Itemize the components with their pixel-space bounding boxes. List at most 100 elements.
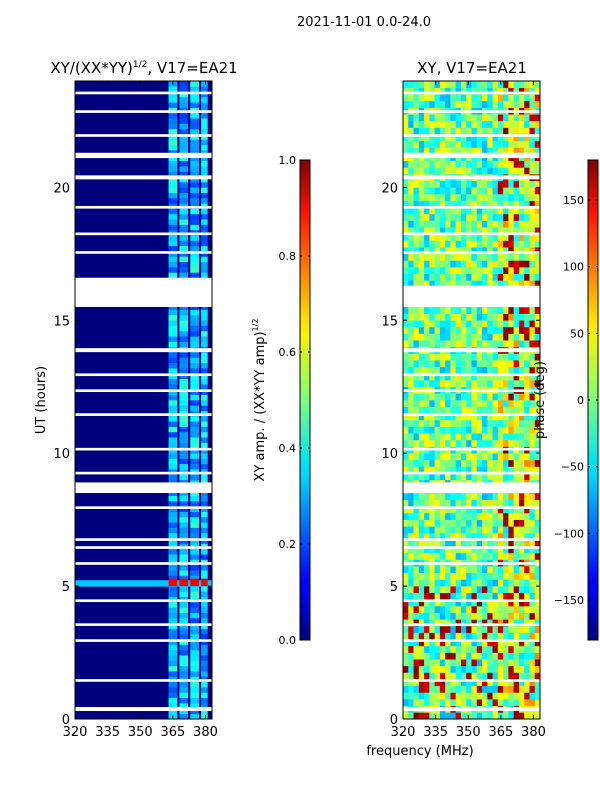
right-heatmap-cell: [503, 380, 509, 388]
right-ytick-label: 0: [390, 713, 398, 728]
right-heatmap-cell: [408, 519, 414, 527]
right-heatmap-cell: [534, 373, 540, 381]
right-heatmap-cell: [439, 81, 446, 88]
right-heatmap-cell: [503, 167, 509, 175]
right-heatmap-cell: [508, 167, 514, 175]
right-heatmap-cell: [518, 473, 525, 481]
right-heatmap-cell: [418, 699, 425, 707]
right-heatmap-cell: [429, 506, 435, 514]
right-heatmap-cell: [450, 632, 456, 640]
right-heatmap-cell: [497, 632, 504, 640]
left-heatmap-cell: [190, 304, 199, 310]
right-heatmap-cell: [424, 546, 430, 554]
right-heatmap-cell: [476, 160, 483, 168]
right-heatmap-cell: [476, 539, 483, 547]
right-flag-gap: [403, 623, 540, 626]
left-heatmap-cell: [201, 575, 208, 582]
right-heatmap-cell: [476, 406, 483, 414]
right-heatmap-cell: [429, 413, 435, 421]
left-heatmap-cell: [190, 644, 199, 651]
left-heatmap-cell: [190, 692, 199, 699]
right-heatmap-cell: [434, 506, 441, 514]
left-heatmap-cell: [190, 591, 199, 598]
right-heatmap-cell: [487, 612, 493, 620]
right-heatmap-cell: [466, 592, 472, 600]
right-heatmap-cell: [434, 373, 441, 381]
right-heatmap-cell: [403, 134, 409, 142]
left-heatmap-cell: [179, 607, 189, 613]
left-heatmap-cell: [190, 453, 199, 459]
left-heatmap-cell: [201, 304, 208, 310]
right-heatmap-cell: [450, 532, 456, 540]
right-heatmap-cell: [445, 193, 451, 201]
right-heatmap-cell: [492, 499, 499, 507]
right-heatmap-cell: [487, 81, 493, 88]
right-heatmap-cell: [413, 526, 420, 534]
right-heatmap-cell: [482, 400, 488, 407]
left-heatmap-cell: [168, 644, 178, 651]
right-heatmap-cell: [524, 187, 530, 195]
right-heatmap-cell: [455, 147, 462, 155]
right-heatmap-cell: [466, 360, 472, 368]
right-heatmap-cell: [492, 519, 499, 527]
right-heatmap-cell: [524, 373, 530, 381]
left-heatmap-cell: [190, 501, 199, 507]
right-heatmap-cell: [471, 419, 478, 427]
right-heatmap-cell: [482, 247, 488, 255]
right-heatmap-cell: [466, 586, 472, 594]
left-heatmap-cell: [190, 421, 199, 427]
right-heatmap-cell: [518, 532, 525, 540]
right-heatmap-cell: [487, 406, 493, 414]
right-heatmap-cell: [524, 453, 530, 461]
right-heatmap-cell: [524, 692, 530, 700]
right-heatmap-cell: [466, 333, 472, 341]
right-heatmap-cell: [482, 466, 488, 474]
right-heatmap-cell: [413, 439, 420, 447]
right-heatmap-cell: [476, 167, 483, 175]
right-heatmap-cell: [513, 267, 520, 275]
right-heatmap-cell: [482, 140, 488, 148]
right-heatmap-cell: [476, 180, 483, 188]
right-heatmap-cell: [429, 619, 435, 627]
right-heatmap-cell: [534, 512, 540, 520]
right-heatmap-cell: [450, 652, 456, 660]
right-heatmap-cell: [503, 606, 509, 613]
right-heatmap-cell: [482, 692, 488, 700]
right-heatmap-cell: [429, 499, 435, 507]
right-heatmap-cell: [418, 586, 425, 594]
right-heatmap-cell: [534, 572, 540, 580]
right-heatmap-cell: [445, 233, 451, 241]
left-heatmap-cell: [168, 245, 178, 252]
right-heatmap-cell: [497, 433, 504, 441]
right-heatmap-cell: [455, 712, 462, 719]
right-heatmap-cell: [413, 592, 420, 600]
right-heatmap-cell: [424, 127, 430, 135]
right-heatmap-cell: [403, 227, 409, 235]
right-heatmap-cell: [524, 306, 530, 314]
right-heatmap-cell: [518, 699, 525, 707]
right-heatmap-cell: [497, 100, 504, 108]
right-heatmap-cell: [466, 419, 472, 427]
right-heatmap-cell: [487, 87, 493, 95]
left-heatmap-cell: [168, 224, 178, 231]
right-heatmap-cell: [482, 160, 488, 168]
right-heatmap-cell: [403, 326, 409, 334]
right-heatmap-cell: [424, 685, 430, 693]
right-heatmap-cell: [471, 260, 478, 268]
right-heatmap-cell: [455, 260, 462, 268]
right-cbar-tick-label: 150: [563, 194, 584, 207]
right-heatmap-cell: [439, 167, 446, 175]
right-heatmap-cell: [487, 453, 493, 461]
right-heatmap-cell: [429, 87, 435, 95]
right-heatmap-cell: [418, 326, 425, 334]
right-heatmap-cell: [434, 273, 441, 281]
right-heatmap-cell: [424, 240, 430, 248]
right-heatmap-cell: [492, 539, 499, 547]
right-heatmap-cell: [503, 672, 509, 680]
right-heatmap-cell: [429, 400, 435, 407]
right-heatmap-cell: [508, 439, 514, 447]
right-heatmap-cell: [513, 459, 520, 467]
left-heatmap-cell: [179, 256, 189, 263]
left-heatmap-cell: [190, 713, 199, 719]
right-heatmap-cell: [508, 267, 514, 275]
